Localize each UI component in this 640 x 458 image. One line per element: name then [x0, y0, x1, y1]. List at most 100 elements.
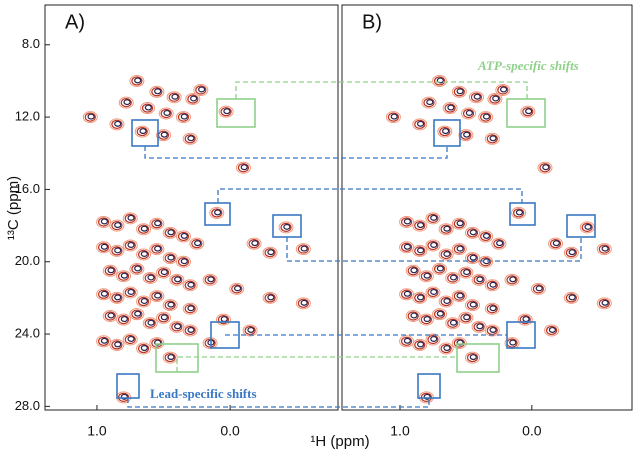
- contour: [136, 223, 152, 236]
- contour: [473, 93, 481, 100]
- peak: [445, 272, 461, 285]
- peak: [478, 111, 494, 124]
- contour: [460, 267, 472, 278]
- contour: [545, 325, 558, 336]
- peak: [215, 313, 231, 326]
- contour: [458, 311, 474, 324]
- contour: [451, 337, 467, 350]
- contour: [460, 130, 472, 140]
- contour: [416, 222, 425, 229]
- contour: [97, 289, 110, 299]
- peak: [262, 291, 278, 304]
- contour: [469, 354, 477, 361]
- contour: [425, 333, 441, 346]
- peak: [169, 273, 185, 286]
- contour: [187, 305, 195, 312]
- peak: [149, 290, 165, 303]
- peak: [405, 264, 421, 277]
- contour: [542, 164, 550, 171]
- peak: [487, 93, 503, 106]
- contour: [139, 128, 147, 135]
- contour: [198, 86, 206, 93]
- contour: [440, 224, 452, 234]
- peak: [109, 338, 125, 351]
- contour: [407, 311, 419, 321]
- contour: [162, 226, 178, 239]
- contour: [425, 239, 441, 252]
- contour: [598, 298, 610, 308]
- contour: [166, 91, 182, 104]
- contour: [164, 352, 176, 363]
- peak: [162, 351, 178, 364]
- contour: [160, 131, 168, 138]
- contour: [400, 217, 413, 227]
- peak: [169, 320, 185, 333]
- peak: [202, 273, 218, 286]
- contour: [111, 119, 123, 129]
- contour: [124, 334, 136, 345]
- contour: [426, 99, 434, 106]
- connector: [176, 356, 457, 372]
- contour: [114, 120, 122, 127]
- contour: [412, 118, 428, 131]
- connector: [286, 237, 582, 262]
- peak: [484, 279, 500, 292]
- contour: [120, 316, 128, 323]
- plots: A) 1.0 0.0 8.0 12.0 16.0 20.0 24.0 28.0 B) 1.0 0.0: [15, 4, 633, 439]
- peak: [96, 288, 112, 301]
- contour: [433, 309, 446, 319]
- contour: [565, 293, 577, 303]
- contour: [237, 163, 250, 173]
- contour: [82, 111, 98, 124]
- contour: [167, 254, 175, 261]
- contour: [410, 312, 418, 319]
- peak: [563, 246, 579, 259]
- contour: [579, 221, 595, 234]
- contour: [134, 125, 150, 138]
- contour: [129, 262, 145, 275]
- contour: [114, 222, 122, 229]
- contour: [295, 297, 311, 310]
- peak: [176, 111, 192, 124]
- contour: [430, 335, 438, 342]
- peak: [136, 248, 152, 261]
- contour: [233, 285, 242, 292]
- peak: [579, 221, 595, 234]
- contour: [164, 300, 176, 310]
- contour: [180, 113, 188, 120]
- peak: [96, 215, 112, 228]
- peak: [517, 313, 533, 326]
- contour: [563, 291, 579, 304]
- peak: [189, 237, 205, 250]
- contour: [122, 286, 138, 299]
- contour: [202, 337, 218, 350]
- contour: [438, 295, 454, 308]
- peak: [156, 266, 172, 279]
- contour: [185, 93, 201, 106]
- contour: [466, 300, 479, 310]
- contour: [444, 103, 456, 113]
- contour: [432, 262, 448, 275]
- contour: [107, 312, 115, 319]
- contour: [140, 225, 148, 232]
- contour: [430, 288, 438, 295]
- contour: [463, 314, 471, 321]
- contour: [156, 266, 172, 279]
- contour: [184, 280, 196, 290]
- contour: [109, 219, 125, 232]
- box: [216, 98, 256, 128]
- contour: [134, 77, 142, 84]
- contour: [174, 323, 182, 330]
- contour: [267, 294, 275, 301]
- peak: [432, 74, 448, 87]
- contour: [465, 226, 480, 239]
- contour: [387, 112, 400, 122]
- contour: [191, 239, 203, 249]
- contour: [438, 248, 454, 261]
- contour: [251, 240, 259, 247]
- contour: [403, 218, 411, 225]
- contour: [506, 275, 518, 285]
- contour: [180, 258, 188, 265]
- contour: [432, 74, 448, 87]
- contour: [223, 108, 231, 115]
